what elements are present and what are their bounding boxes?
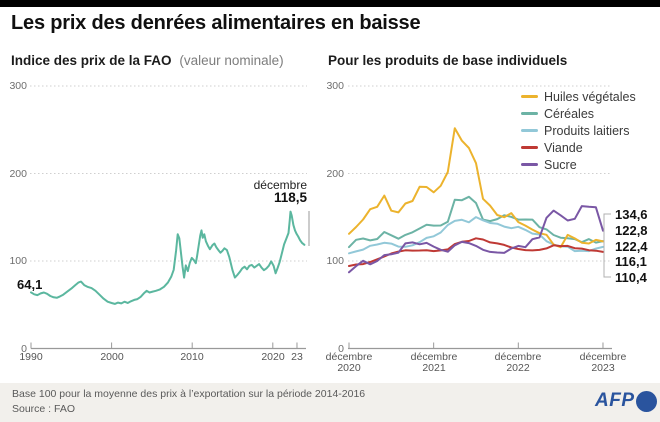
right-y-tick-label: 100 <box>326 255 344 267</box>
left-chart-start-annotation-value: 64,1 <box>17 277 43 292</box>
legend-swatch-icon <box>521 163 538 166</box>
legend-item-huiles-vegetales: Huiles végétales <box>521 88 636 105</box>
left-chart-heading: Indice des prix de la FAO (valeur nomina… <box>11 53 284 68</box>
legend-item-sucre: Sucre <box>521 156 636 173</box>
footer-note: Base 100 pour la moyenne des prix à l’ex… <box>12 388 366 400</box>
right-end-value-label: 122,8 <box>615 223 648 238</box>
right-x-tick-label: décembre 2022 <box>488 352 548 374</box>
legend-label: Viande <box>544 140 583 155</box>
left-chart-end-annotation-month: décembre <box>253 178 307 192</box>
top-black-bar <box>0 0 660 7</box>
left-y-tick-label: 300 <box>9 80 27 92</box>
legend-item-cereales: Céréales <box>521 105 636 122</box>
right-x-tick-line1: décembre <box>494 351 542 363</box>
legend-label: Huiles végétales <box>544 89 636 104</box>
legend-swatch-icon <box>521 112 538 115</box>
line-sucre <box>348 205 604 274</box>
right-x-tick-line2: 2022 <box>506 362 530 374</box>
right-end-value-label: 122,4 <box>615 239 648 254</box>
right-x-tick-line2: 2020 <box>337 362 361 374</box>
left-y-tick-label: 200 <box>9 168 27 180</box>
right-x-tick-label: décembre 2021 <box>404 352 464 374</box>
right-x-tick-label: décembre 2023 <box>573 352 633 374</box>
left-x-tick-label: 2020 <box>261 351 285 363</box>
left-x-tick-label: 23 <box>291 351 303 363</box>
right-chart-legend: Huiles végétales Céréales Produits laitier… <box>521 88 636 173</box>
legend-label: Sucre <box>544 157 577 172</box>
footer-source: Source : FAO <box>12 403 76 415</box>
left-x-tick-label: 2010 <box>180 351 204 363</box>
left-x-tick-label: 1990 <box>19 351 43 363</box>
legend-item-viande: Viande <box>521 139 636 156</box>
line-produits-laitiers <box>348 216 604 255</box>
left-x-tick-label: 2000 <box>100 351 124 363</box>
right-end-value-label: 116,1 <box>615 254 647 269</box>
right-end-value-label: 134,6 <box>615 207 648 222</box>
right-x-tick-line1: décembre <box>325 351 373 363</box>
legend-swatch-icon <box>521 95 538 98</box>
right-x-tick-label: décembre 2020 <box>319 352 379 374</box>
right-x-tick-line2: 2021 <box>422 362 446 374</box>
left-y-tick-label: 0 <box>21 343 27 355</box>
line-indice-fao <box>30 210 306 305</box>
afp-logo-text: AFP <box>595 390 635 411</box>
legend-item-produits-laitiers: Produits laitiers <box>521 122 636 139</box>
legend-swatch-icon <box>521 146 538 149</box>
left-chart-end-annotation-value: 118,5 <box>273 190 307 205</box>
line-huiles-vegetales <box>348 127 604 249</box>
right-end-value-label: 110,4 <box>615 270 647 285</box>
afp-logo-circle-icon <box>635 390 657 412</box>
right-end-labels-bracket <box>603 213 611 278</box>
right-chart-title: Pour les produits de base individuels <box>328 53 568 68</box>
right-y-tick-label: 300 <box>326 80 344 92</box>
left-chart-title: Indice des prix de la FAO <box>11 53 172 68</box>
right-chart-heading: Pour les produits de base individuels <box>328 53 567 68</box>
legend-label: Céréales <box>544 106 595 121</box>
left-chart-subtitle: (valeur nominale) <box>179 53 284 68</box>
line-cereales <box>348 195 604 249</box>
footer-band: Base 100 pour la moyenne des prix à l’ex… <box>0 383 660 422</box>
legend-swatch-icon <box>521 129 538 132</box>
right-x-tick-line1: décembre <box>410 351 458 363</box>
left-y-tick-label: 100 <box>9 255 27 267</box>
legend-label: Produits laitiers <box>544 123 630 138</box>
page-title: Les prix des denrées alimentaires en bai… <box>11 12 421 34</box>
right-y-tick-label: 0 <box>338 343 344 355</box>
right-x-tick-line1: décembre <box>579 351 627 363</box>
afp-logo: AFP <box>595 390 657 412</box>
right-x-tick-line2: 2023 <box>591 362 615 374</box>
right-y-tick-label: 200 <box>326 168 344 180</box>
